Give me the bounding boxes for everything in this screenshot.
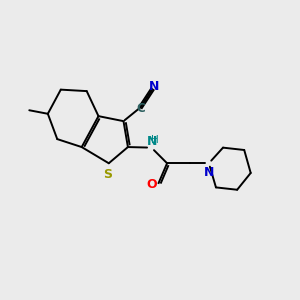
Text: N: N — [147, 135, 157, 148]
Text: H: H — [152, 135, 159, 145]
Text: C: C — [136, 102, 145, 115]
Text: S: S — [103, 168, 112, 181]
Text: N: N — [148, 80, 159, 93]
Text: N: N — [204, 166, 214, 179]
Text: O: O — [146, 178, 157, 191]
